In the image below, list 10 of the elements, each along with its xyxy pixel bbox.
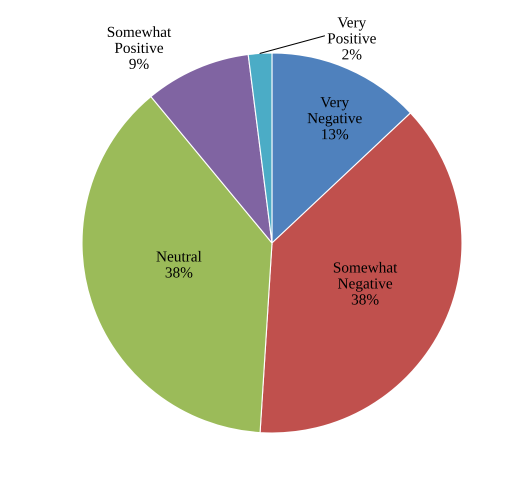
- slice-label: Very Negative: [308, 97, 362, 126]
- slice-label: Neutral: [156, 250, 202, 262]
- slice-label: Somewhat Positive: [108, 26, 172, 54]
- data-label: 38%: [166, 267, 192, 278]
- data-label: 2%: [342, 49, 362, 60]
- slice-label: Somewhat Negative: [334, 262, 398, 292]
- data-label: 13%: [322, 129, 348, 140]
- data-label: 38%: [352, 294, 379, 305]
- data-label: 9%: [129, 58, 149, 70]
- slice-label: Very Positive: [328, 17, 376, 44]
